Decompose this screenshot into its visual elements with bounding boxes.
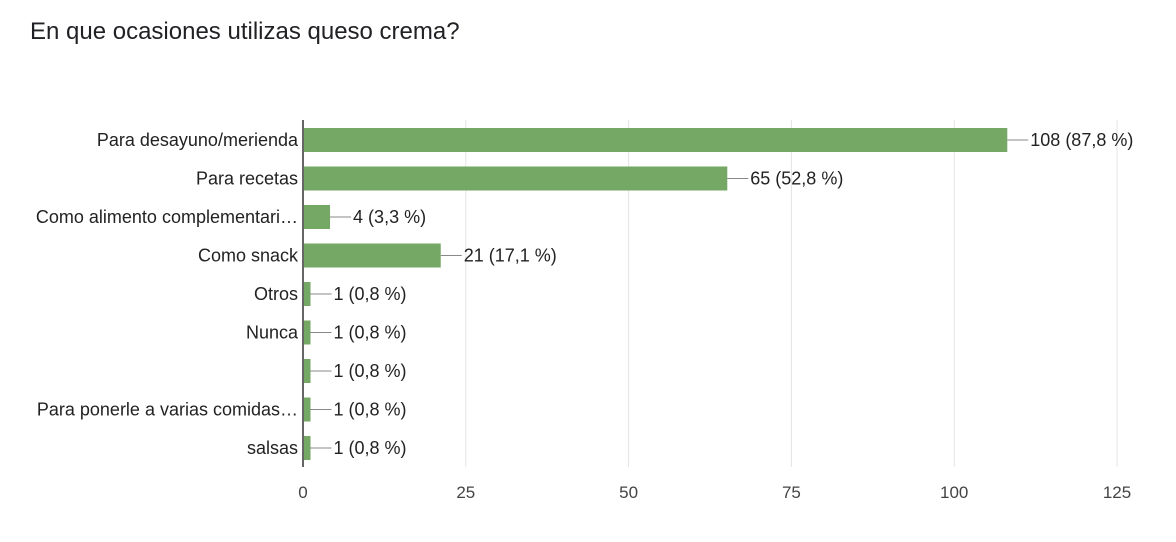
x-tick-label: 75	[782, 483, 801, 502]
value-label: 1 (0,8 %)	[334, 361, 407, 381]
x-tick-label: 25	[456, 483, 475, 502]
value-label: 1 (0,8 %)	[334, 323, 407, 343]
x-tick-label: 125	[1103, 483, 1131, 502]
value-labels: 108 (87,8 %) 65 (52,8 %) 4 (3,3 %) 21 (17,1…	[310, 130, 1133, 458]
bar	[304, 359, 311, 383]
category-label: Para recetas	[196, 169, 298, 189]
value-label: 21 (17,1 %)	[464, 246, 557, 266]
category-labels: Para desayuno/merienda Para recetas Como a…	[36, 130, 299, 458]
category-label: Otros	[254, 284, 298, 304]
value-label: 1 (0,8 %)	[334, 438, 407, 458]
bar	[304, 436, 311, 460]
bars	[304, 128, 1008, 460]
category-label: Como snack	[198, 246, 299, 266]
value-label: 108 (87,8 %)	[1030, 130, 1133, 150]
bar	[304, 397, 311, 422]
x-axis-ticks: 0 25 50 75 100 125	[298, 483, 1131, 502]
bar	[304, 166, 728, 191]
value-label: 4 (3,3 %)	[353, 207, 426, 227]
category-label: Para ponerle a varias comidas…	[37, 400, 298, 420]
category-label: Para desayuno/merienda	[97, 130, 299, 150]
chart-title: En que ocasiones utilizas queso crema?	[30, 18, 460, 45]
value-label: 1 (0,8 %)	[334, 400, 407, 420]
bar	[304, 128, 1008, 152]
bar	[304, 320, 311, 345]
category-label: Como alimento complementari…	[36, 207, 298, 227]
x-tick-label: 100	[940, 483, 968, 502]
category-label: salsas	[247, 438, 298, 458]
bar	[304, 243, 441, 268]
bar	[304, 205, 331, 229]
value-label: 65 (52,8 %)	[750, 169, 843, 189]
category-label: Nunca	[246, 323, 299, 343]
value-label: 1 (0,8 %)	[334, 284, 407, 304]
x-tick-label: 0	[298, 483, 307, 502]
x-tick-label: 50	[619, 483, 638, 502]
bar	[304, 282, 311, 306]
